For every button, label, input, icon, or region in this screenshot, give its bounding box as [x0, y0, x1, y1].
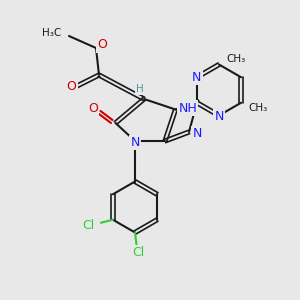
Text: O: O — [97, 38, 107, 52]
Text: O: O — [67, 80, 76, 94]
Text: H: H — [136, 83, 143, 94]
Text: NH: NH — [178, 101, 197, 115]
Text: N: N — [192, 71, 202, 84]
Text: CH₃: CH₃ — [226, 54, 246, 64]
Text: H₃C: H₃C — [42, 28, 62, 38]
Text: O: O — [88, 101, 98, 115]
Text: Cl: Cl — [83, 219, 95, 232]
Text: N: N — [214, 110, 224, 124]
Text: N: N — [193, 127, 202, 140]
Text: N: N — [130, 136, 140, 149]
Text: CH₃: CH₃ — [249, 103, 268, 113]
Text: Cl: Cl — [132, 246, 144, 260]
